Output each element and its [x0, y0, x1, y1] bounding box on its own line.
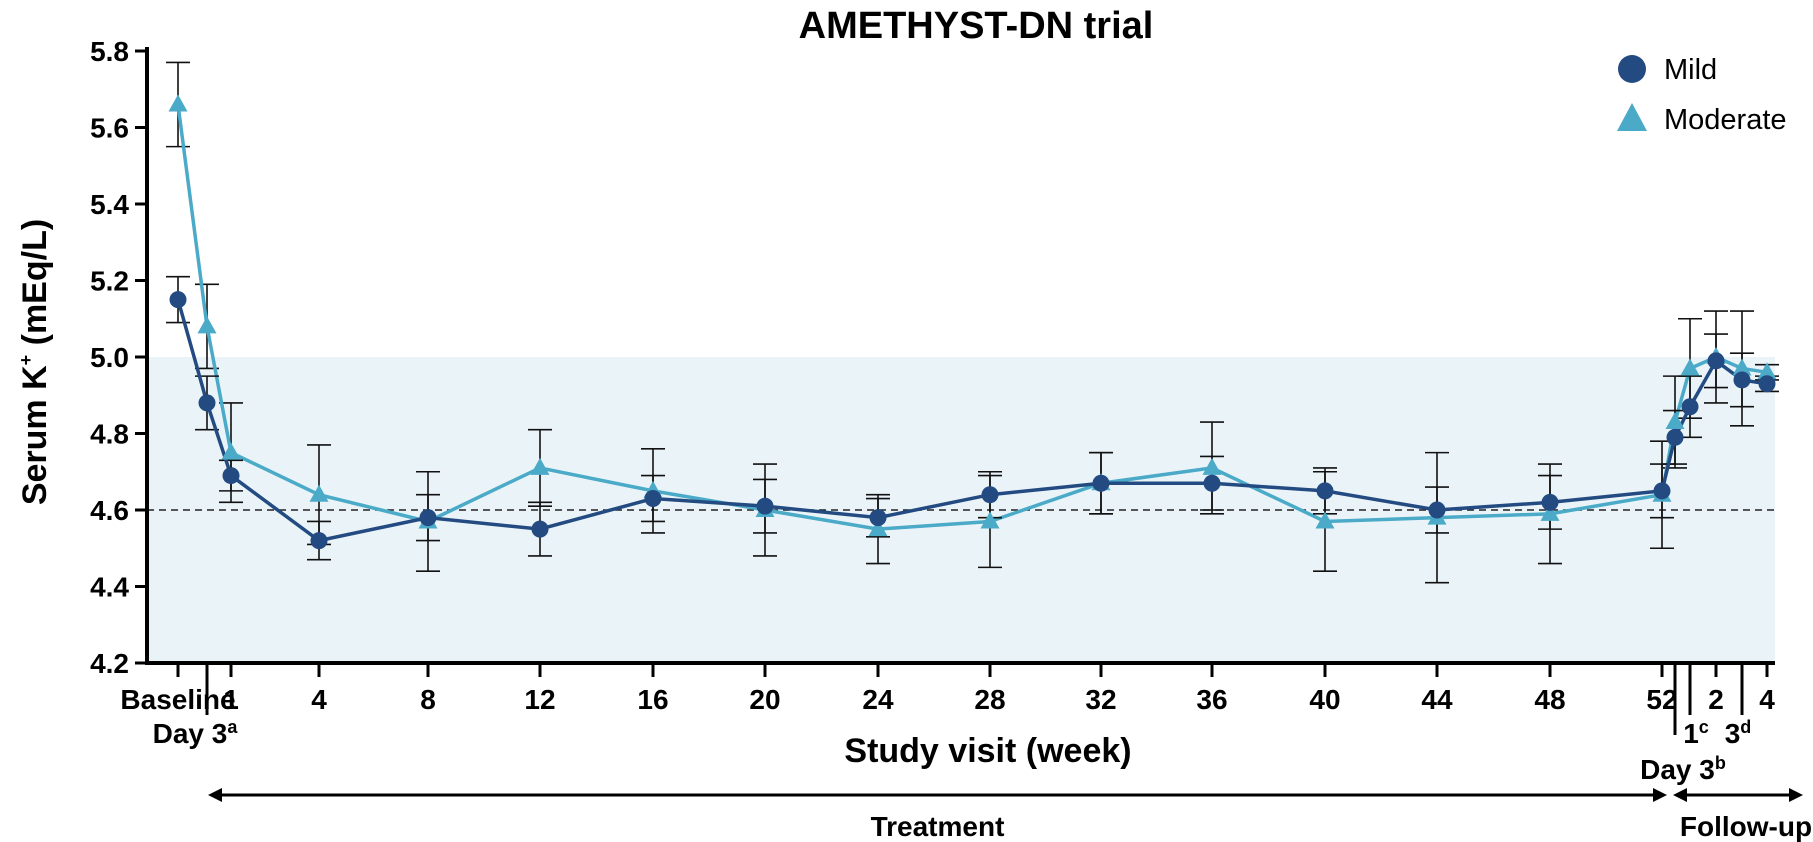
data-point — [981, 486, 999, 504]
data-point — [1202, 457, 1222, 475]
x-sublabel: 3d — [1725, 717, 1752, 749]
data-point — [309, 484, 329, 502]
x-tick-label: 16 — [637, 684, 668, 715]
x-tick-label: 12 — [524, 684, 555, 715]
y-tick-label: 4.4 — [90, 572, 129, 603]
x-tick-label: 28 — [974, 684, 1005, 715]
x-tick-label: 2 — [1708, 684, 1724, 715]
data-point — [1653, 482, 1671, 500]
data-point — [1540, 503, 1560, 521]
data-point — [1681, 398, 1699, 416]
legend: Mild Moderate — [1617, 54, 1787, 136]
y-tick-label: 5.6 — [90, 113, 129, 144]
data-point — [168, 94, 188, 112]
markers-mild — [169, 291, 1776, 550]
x-tick-label: 20 — [749, 684, 780, 715]
data-point — [1092, 474, 1110, 492]
legend-label: Mild — [1664, 54, 1717, 86]
data-point — [1757, 362, 1777, 380]
data-point — [1665, 412, 1685, 430]
period-label: Follow-up — [1680, 811, 1812, 842]
data-point — [1680, 358, 1700, 376]
chart-title: AMETHYST-DN trial — [799, 5, 1154, 47]
x-tick-label: 52 — [1646, 684, 1677, 715]
data-point — [868, 519, 888, 537]
y-tick-label: 5.8 — [90, 36, 129, 67]
data-point — [1732, 358, 1752, 376]
legend-marker — [1618, 55, 1646, 83]
data-point — [221, 442, 241, 460]
data-point — [756, 497, 774, 515]
x-tick-label: 24 — [862, 684, 894, 715]
x-tick-label: Baseline — [120, 684, 235, 715]
data-point — [222, 467, 240, 485]
x-axis-label: Study visit (week) — [844, 732, 1131, 770]
data-point — [419, 509, 437, 527]
data-point — [869, 509, 887, 527]
x-sublabel: Day 3b — [1640, 753, 1726, 785]
x-tick-label: 48 — [1534, 684, 1565, 715]
x-tick-label: 1 — [223, 684, 239, 715]
data-point — [1316, 482, 1334, 500]
x-sublabel: Day 3a — [153, 717, 239, 749]
data-point — [1733, 371, 1751, 389]
period-label: Treatment — [871, 811, 1005, 842]
data-point — [980, 511, 1000, 529]
x-tick-label: 36 — [1196, 684, 1227, 715]
data-point — [1428, 501, 1446, 519]
x-tick-label: 40 — [1309, 684, 1340, 715]
data-point — [531, 520, 549, 538]
data-point — [1758, 375, 1776, 393]
x-tick-label: 32 — [1085, 684, 1116, 715]
y-tick-label: 5.2 — [90, 266, 129, 297]
x-sublabel: 1c — [1683, 717, 1709, 749]
y-tick-label: 5.0 — [90, 342, 129, 373]
data-point — [1203, 474, 1221, 492]
y-tick-label: 5.4 — [90, 189, 129, 220]
data-point — [1666, 428, 1684, 446]
data-point — [1315, 511, 1335, 529]
lower-labels: Day 3a 1c 3d Day 3b — [153, 717, 1752, 785]
data-point — [644, 490, 662, 508]
data-point — [530, 457, 550, 475]
y-axis-label: Serum K+ (mEq/L) — [16, 219, 54, 505]
data-point — [1541, 493, 1559, 511]
legend-marker — [1617, 103, 1647, 131]
x-tick-label: 8 — [420, 684, 436, 715]
data-point — [169, 291, 187, 309]
x-tick-label: 4 — [1759, 684, 1775, 715]
data-point — [310, 532, 328, 550]
y-tick-label: 4.8 — [90, 419, 129, 450]
data-point — [1707, 352, 1725, 370]
series-layer — [166, 61, 1779, 584]
legend-label: Moderate — [1664, 104, 1787, 136]
y-axis-ticks: 4.2 4.4 4.6 4.8 5.0 5.2 5.4 5.6 5.8 — [90, 36, 147, 679]
period-arrows: Treatment Follow-up — [208, 788, 1812, 842]
x-tick-label: 4 — [311, 684, 327, 715]
y-tick-label: 4.2 — [90, 648, 129, 679]
data-point — [197, 316, 217, 334]
y-tick-label: 4.6 — [90, 495, 129, 526]
x-tick-label: 44 — [1421, 684, 1453, 715]
data-point — [198, 394, 216, 412]
